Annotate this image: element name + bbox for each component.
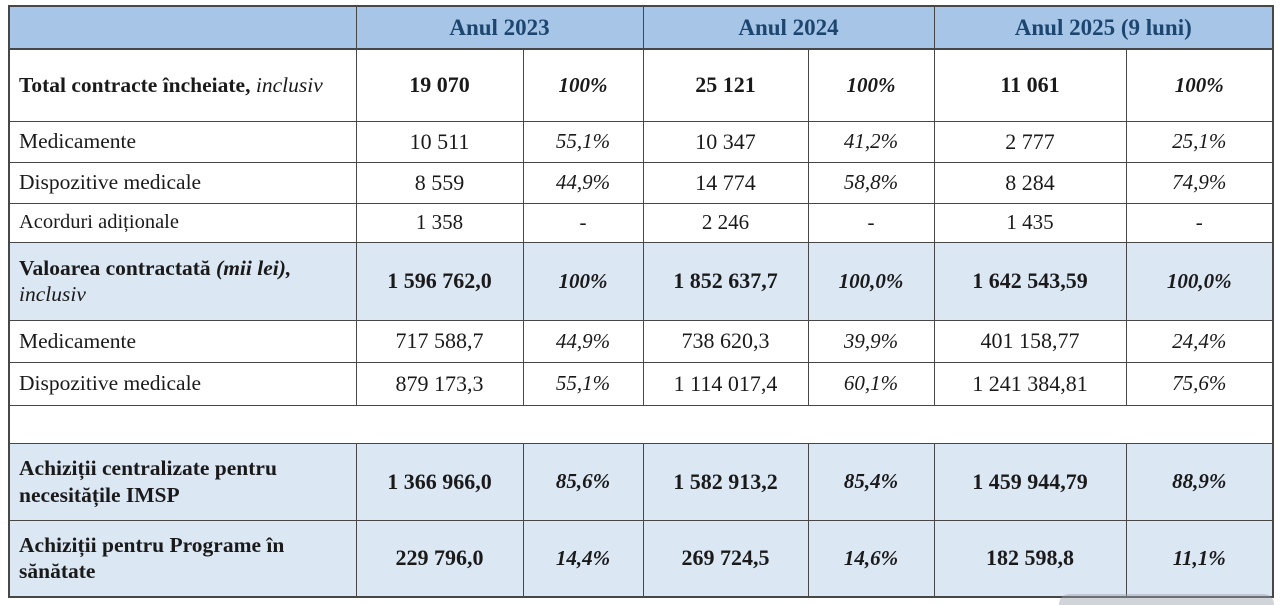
- percent-cell: 44,9%: [522, 319, 644, 363]
- value-cell: 1 241 384,81: [933, 361, 1127, 406]
- row-label-suffix: inclusiv: [255, 73, 323, 98]
- percent-cell: 14,6%: [807, 519, 935, 598]
- value-cell: 269 724,5: [642, 519, 809, 598]
- value-cell: 717 588,7: [355, 319, 524, 363]
- value-cell: 11 061: [933, 48, 1127, 122]
- table-header-row: Anul 2023 Anul 2024 Anul 2025 (9 luni): [8, 5, 1274, 50]
- row-centralized-procurement-imsp: Achiziții centralizate pentru necesități…: [8, 442, 1274, 521]
- row-total-contracts: Total contracte încheiate, inclusiv 19 0…: [8, 48, 1274, 122]
- watermark: [1059, 594, 1274, 605]
- value-cell: 2 246: [642, 202, 809, 243]
- row-label: Medicamente: [8, 120, 357, 163]
- percent-cell: 100%: [1125, 48, 1274, 122]
- value-cell: 1 852 637,7: [642, 241, 809, 321]
- percent-cell: 85,6%: [522, 442, 644, 521]
- percent-cell: 58,8%: [807, 161, 935, 204]
- percent-cell: -: [1125, 202, 1274, 243]
- percent-cell: 39,9%: [807, 319, 935, 363]
- value-cell: 25 121: [642, 48, 809, 122]
- row-medical-devices-count: Dispozitive medicale 8 559 44,9% 14 774 …: [8, 161, 1274, 204]
- value-cell: 879 173,3: [355, 361, 524, 406]
- spacer-cell: [8, 404, 1274, 444]
- percent-cell: -: [522, 202, 644, 243]
- percent-cell: -: [807, 202, 935, 243]
- spacer-row: [8, 404, 1274, 444]
- value-cell: 401 158,77: [933, 319, 1127, 363]
- value-cell: 8 284: [933, 161, 1127, 204]
- percent-cell: 100,0%: [1125, 241, 1274, 321]
- value-cell: 1 642 543,59: [933, 241, 1127, 321]
- value-cell: 2 777: [933, 120, 1127, 163]
- percent-cell: 100%: [522, 48, 644, 122]
- percent-cell: 24,4%: [1125, 319, 1274, 363]
- row-label-paren: (mii lei),: [216, 255, 292, 280]
- row-medicines-count: Medicamente 10 511 55,1% 10 347 41,2% 2 …: [8, 120, 1274, 163]
- percent-cell: 74,9%: [1125, 161, 1274, 204]
- row-label: Achiziții pentru Programe în sănătate: [8, 519, 357, 598]
- percent-cell: 11,1%: [1125, 519, 1274, 598]
- corner-cell: [8, 5, 357, 50]
- value-cell: 1 366 966,0: [355, 442, 524, 521]
- percent-cell: 100%: [807, 48, 935, 122]
- contracts-table: Anul 2023 Anul 2024 Anul 2025 (9 luni) T…: [8, 5, 1275, 598]
- row-contracted-value: Valoarea contractată (mii lei), inclusiv…: [8, 241, 1274, 321]
- value-cell: 1 582 913,2: [642, 442, 809, 521]
- row-medicines-value: Medicamente 717 588,7 44,9% 738 620,3 39…: [8, 319, 1274, 363]
- percent-cell: 88,9%: [1125, 442, 1274, 521]
- percent-cell: 14,4%: [522, 519, 644, 598]
- value-cell: 1 114 017,4: [642, 361, 809, 406]
- row-label: Acorduri adiționale: [8, 202, 357, 243]
- value-cell: 182 598,8: [933, 519, 1127, 598]
- value-cell: 1 435: [933, 202, 1127, 243]
- percent-cell: 55,1%: [522, 120, 644, 163]
- row-label: Achiziții centralizate pentru necesități…: [8, 442, 357, 521]
- percent-cell: 100%: [522, 241, 644, 321]
- percent-cell: 55,1%: [522, 361, 644, 406]
- row-label: Dispozitive medicale: [8, 161, 357, 204]
- value-cell: 14 774: [642, 161, 809, 204]
- row-label-main: Total contracte încheiate,: [19, 73, 251, 98]
- percent-cell: 100,0%: [807, 241, 935, 321]
- year-header-2025: Anul 2025 (9 luni): [933, 5, 1274, 50]
- value-cell: 1 358: [355, 202, 524, 243]
- row-label-suffix: inclusiv: [19, 282, 86, 306]
- percent-cell: 60,1%: [807, 361, 935, 406]
- value-cell: 1 596 762,0: [355, 241, 524, 321]
- percent-cell: 41,2%: [807, 120, 935, 163]
- row-label-main: Valoarea contractată: [19, 255, 211, 280]
- row-label: Valoarea contractată (mii lei), inclusiv: [8, 241, 357, 321]
- value-cell: 1 459 944,79: [933, 442, 1127, 521]
- percent-cell: 75,6%: [1125, 361, 1274, 406]
- year-header-2023: Anul 2023: [355, 5, 644, 50]
- row-additional-agreements: Acorduri adiționale 1 358 - 2 246 - 1 43…: [8, 202, 1274, 243]
- row-label: Total contracte încheiate, inclusiv: [8, 48, 357, 122]
- value-cell: 19 070: [355, 48, 524, 122]
- row-label: Dispozitive medicale: [8, 361, 357, 406]
- row-label: Medicamente: [8, 319, 357, 363]
- percent-cell: 85,4%: [807, 442, 935, 521]
- value-cell: 10 347: [642, 120, 809, 163]
- value-cell: 738 620,3: [642, 319, 809, 363]
- value-cell: 8 559: [355, 161, 524, 204]
- year-header-2024: Anul 2024: [642, 5, 935, 50]
- value-cell: 229 796,0: [355, 519, 524, 598]
- row-health-programs-procurement: Achiziții pentru Programe în sănătate 22…: [8, 519, 1274, 598]
- value-cell: 10 511: [355, 120, 524, 163]
- percent-cell: 25,1%: [1125, 120, 1274, 163]
- percent-cell: 44,9%: [522, 161, 644, 204]
- row-medical-devices-value: Dispozitive medicale 879 173,3 55,1% 1 1…: [8, 361, 1274, 406]
